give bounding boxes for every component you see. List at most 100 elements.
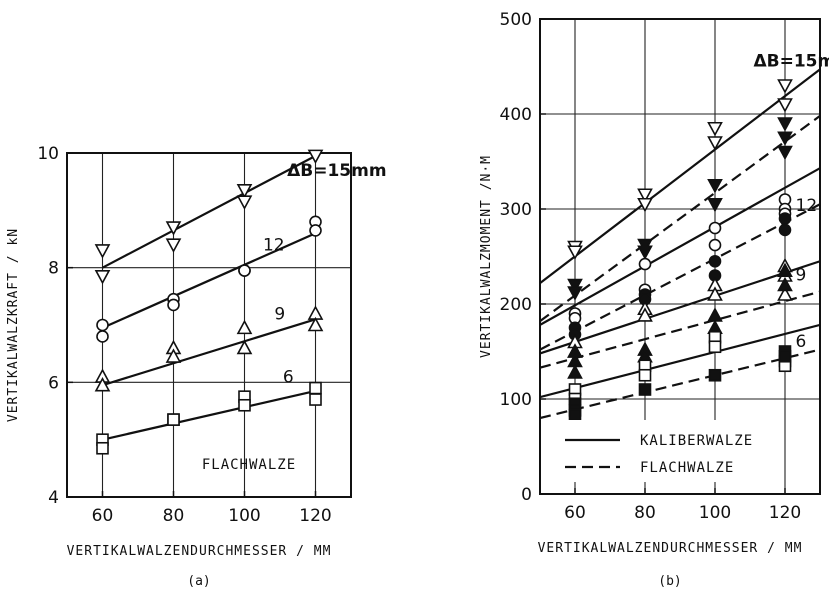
y-tick-label: 500 (500, 10, 532, 30)
panel-caption: (b) (658, 574, 681, 589)
fit-lines (540, 68, 820, 420)
x-tick-label: 100 (699, 503, 731, 523)
data-point (777, 131, 793, 146)
data-point (708, 221, 722, 235)
fit-lines (101, 154, 317, 441)
series-points (96, 215, 322, 343)
x-tick-label: 120 (769, 503, 801, 523)
data-point (777, 145, 793, 161)
y-tick-label: 0 (521, 485, 532, 505)
data-point (707, 121, 723, 137)
fit-line (540, 68, 820, 284)
series-label: 12 (263, 235, 285, 255)
data-point (236, 183, 253, 199)
series-points (568, 345, 792, 422)
x-tick-label: 120 (299, 506, 331, 526)
fit-line (540, 323, 820, 399)
x-axis-label: VERTIKALWALZENDURCHMESSER / MM (67, 544, 332, 559)
panel-b: 60 80 100 120 0 100 200 300 400 500 VERTIKALWALZEN… (479, 10, 829, 589)
data-point (778, 349, 792, 363)
data-point (236, 195, 253, 210)
data-point (94, 377, 111, 392)
series-label: 9 (274, 304, 285, 324)
data-point (236, 339, 253, 355)
data-point (167, 298, 180, 312)
data-point (307, 316, 324, 332)
plot-frame (66, 152, 352, 498)
data-point (236, 319, 253, 335)
data-point (568, 408, 582, 422)
data-point (637, 245, 653, 260)
data-point (165, 238, 182, 253)
data-point (238, 264, 251, 277)
y-axis-label: VERTIKALWALZMOMENT /N·M (479, 155, 494, 358)
series-points (96, 381, 322, 455)
data-point (96, 330, 109, 343)
data-point (638, 257, 652, 271)
y-tick-label: 400 (500, 105, 532, 125)
plot-frame (539, 18, 821, 495)
data-point (707, 178, 723, 194)
x-tick-label: 100 (228, 506, 260, 526)
data-point (309, 224, 322, 237)
x-tick-label: 80 (634, 503, 656, 523)
y-axis-label: VERTIKALWALZKRAFT / kN (6, 228, 21, 422)
data-point (777, 286, 793, 301)
fit-line (102, 318, 316, 387)
data-point (167, 413, 180, 426)
series-points (94, 305, 324, 392)
data-point (637, 197, 653, 213)
data-point (638, 368, 652, 382)
y-tick-label: 300 (500, 200, 532, 220)
y-tick-label: 4 (48, 488, 59, 508)
data-point (309, 381, 322, 395)
data-point (94, 269, 111, 285)
data-point (638, 383, 652, 396)
data-point (567, 278, 583, 294)
data-point (708, 254, 722, 268)
data-point (238, 398, 251, 412)
y-tick-label: 100 (500, 390, 532, 410)
annotation-flachwalze: FLACHWALZE (202, 457, 296, 473)
fit-line (101, 154, 317, 269)
legend: KALIBERWALZE FLACHWALZE (558, 420, 776, 482)
data-point (96, 441, 109, 455)
x-axis-label: VERTIKALWALZENDURCHMESSER / MM (538, 541, 803, 556)
group-label: ΔB=15mm (754, 52, 829, 72)
data-point (778, 212, 792, 225)
group-label: 9 (796, 265, 807, 285)
series-points (567, 79, 793, 260)
data-point (708, 368, 722, 382)
data-point (165, 221, 182, 236)
y-tick-label: 6 (48, 373, 59, 393)
series-points (568, 330, 792, 406)
group-label: 6 (796, 332, 807, 352)
y-tick-label: 200 (500, 295, 532, 315)
data-point (637, 188, 653, 203)
legend-background (558, 420, 776, 482)
data-point (708, 340, 722, 354)
legend-label: KALIBERWALZE (640, 433, 753, 449)
data-point (778, 223, 792, 237)
fit-line (540, 260, 820, 355)
data-point (777, 276, 793, 292)
series-points (94, 149, 324, 285)
x-tick-label: 60 (564, 503, 586, 523)
fit-line (102, 389, 316, 441)
series-points (567, 117, 793, 301)
data-point (567, 364, 583, 379)
data-point (309, 393, 322, 406)
group-label: 12 (796, 196, 818, 216)
legend-label: FLACHWALZE (640, 460, 734, 476)
fit-line (540, 203, 820, 351)
data-point (777, 262, 793, 278)
data-point (707, 136, 723, 151)
data-point (637, 307, 653, 322)
fit-line (102, 232, 316, 329)
data-point (165, 348, 182, 363)
data-point (777, 79, 793, 94)
fit-line (540, 290, 820, 369)
series-label: 6 (283, 367, 294, 387)
y-tick-label: 8 (48, 259, 59, 279)
